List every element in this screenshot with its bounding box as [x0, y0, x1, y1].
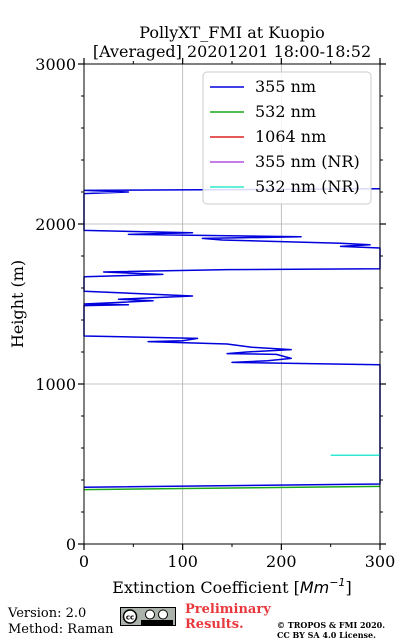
legend: 355 nm 532 nm 1064 nm 355 nm (NR) 532 nm (NR… [202, 71, 372, 205]
chart-title: PollyXT_FMI at Kuopio [139, 23, 325, 42]
cc-icon-glyphs: cc [122, 609, 173, 625]
copyright-line-2: CC BY SA 4.0 License. [277, 630, 376, 640]
legend-label: 532 nm [255, 102, 316, 121]
y-tick-label: 0 [66, 535, 76, 554]
preliminary-line-2: Results. [185, 617, 244, 632]
y-tick-label: 3000 [35, 55, 76, 74]
svg-text:cc: cc [126, 614, 134, 622]
y-tick-label: 2000 [35, 215, 76, 234]
x-tick-label: 200 [266, 552, 297, 571]
series-lines [83, 188, 381, 491]
y-axis-label: Height (m) [8, 260, 27, 348]
legend-label: 355 nm (NR) [255, 152, 360, 171]
preliminary-note: Preliminary Results. [185, 602, 271, 632]
x-tick-label: 100 [167, 552, 198, 571]
version-text: Version: 2.0 [8, 606, 87, 621]
method-text: Method: Raman [8, 622, 114, 637]
chart-subtitle: [Averaged] 20201201 18:00-18:52 [93, 42, 371, 61]
legend-label: 532 nm (NR) [255, 177, 360, 196]
series-line-355-nm [83, 188, 381, 488]
y-tick-label: 1000 [35, 375, 76, 394]
preliminary-line-1: Preliminary [185, 602, 271, 617]
legend-label: 355 nm [255, 77, 316, 96]
copyright-note: © TROPOS & FMI 2020. CC BY SA 4.0 Licens… [277, 620, 385, 640]
x-tick-label: 300 [365, 552, 396, 571]
copyright-line-1: © TROPOS & FMI 2020. [277, 620, 386, 630]
legend-frame [202, 71, 372, 205]
cc-by-sa-icon: cc [120, 607, 176, 626]
x-axis-label: Extinction Coefficient [Mm−1] [112, 576, 351, 597]
legend-label: 1064 nm [255, 127, 326, 146]
version-info: Version: 2.0 Method: Raman [8, 606, 114, 638]
series-line-532-nm [83, 485, 381, 491]
x-tick-label: 0 [79, 552, 89, 571]
